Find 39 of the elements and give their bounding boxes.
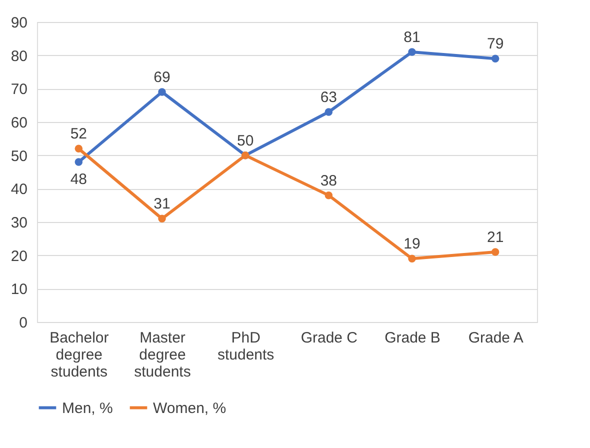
x-tick-label: Grade A — [468, 330, 524, 346]
point — [408, 254, 416, 263]
x-tick-label: Bachelor degree students — [50, 330, 109, 380]
y-tick-label: 90 — [10, 14, 28, 32]
y-tick-label: 20 — [10, 248, 28, 265]
x-tick-label: Grade C — [300, 330, 358, 346]
y-tick-label: 50 — [10, 148, 28, 165]
data-label: 48 — [70, 171, 88, 188]
y-tick-label: 60 — [10, 114, 28, 132]
data-label: 63 — [320, 89, 338, 106]
y-tick-label: 80 — [10, 48, 28, 65]
data-label: 69 — [154, 69, 170, 86]
data-label: 52 — [70, 126, 88, 143]
legend-label: Men, % — [62, 400, 113, 417]
point — [324, 108, 333, 116]
data-label: 50 — [236, 132, 254, 150]
point — [324, 191, 333, 200]
legend-label: Women, % — [153, 400, 226, 417]
data-label: 31 — [154, 196, 170, 213]
x-tick-label: Grade B — [384, 330, 440, 346]
x-tick-label: PhD students — [217, 330, 274, 364]
point — [491, 54, 500, 63]
data-label: 81 — [404, 29, 420, 46]
data-label: 19 — [404, 236, 420, 253]
y-tick-label: 30 — [10, 214, 28, 232]
point — [158, 88, 166, 96]
data-label: 21 — [486, 229, 504, 246]
y-tick-label: 70 — [10, 81, 28, 98]
y-tick-label: 40 — [10, 181, 28, 198]
point — [491, 248, 500, 256]
data-label: 79 — [486, 36, 504, 53]
point — [74, 144, 83, 153]
x-tick-label: Master degree students — [134, 330, 191, 380]
y-tick-label: 0 — [19, 314, 28, 332]
y-tick-label: 10 — [10, 281, 28, 298]
point — [74, 158, 83, 166]
data-label: 38 — [320, 172, 338, 190]
point — [158, 214, 166, 223]
point — [408, 48, 416, 56]
